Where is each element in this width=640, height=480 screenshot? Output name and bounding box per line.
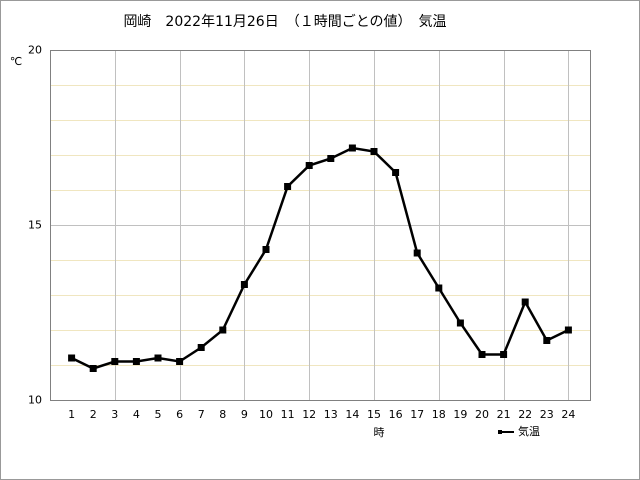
point (327, 155, 335, 162)
legend-label: 気温 (518, 424, 540, 438)
point (348, 144, 356, 152)
x-tick-label: 13 (324, 408, 338, 421)
x-tick-label: 9 (241, 408, 248, 421)
plot-frame (50, 50, 591, 401)
x-axis-label: 時 (374, 426, 385, 439)
point (284, 183, 292, 190)
x-tick-label: 5 (155, 408, 162, 421)
x-tick-label: 6 (176, 408, 183, 421)
y-tick-label: 15 (28, 219, 42, 232)
x-tick-label: 10 (259, 408, 273, 421)
x-tick-label: 22 (518, 408, 532, 421)
point (68, 354, 76, 362)
x-tick-label: 15 (367, 408, 381, 421)
point (111, 358, 119, 365)
point (132, 358, 140, 365)
point (370, 148, 378, 155)
x-tick-label: 11 (281, 408, 295, 421)
x-tick-label: 12 (302, 408, 316, 421)
x-tick-label: 14 (345, 408, 359, 421)
point (413, 249, 421, 257)
point (521, 298, 529, 306)
y-tick-label: 10 (28, 394, 42, 407)
y-axis-label: ℃ (10, 55, 22, 68)
point (435, 284, 443, 292)
x-tick-label: 4 (133, 408, 140, 421)
point (154, 354, 162, 362)
x-tick-label: 16 (389, 408, 403, 421)
x-tick-label: 3 (111, 408, 118, 421)
point (478, 351, 486, 358)
line (71, 146, 569, 370)
x-tick-label: 2 (90, 408, 97, 421)
x-tick-label: 8 (219, 408, 226, 421)
point (176, 358, 184, 365)
point (564, 326, 572, 334)
y-tick-label: 20 (28, 44, 42, 57)
legend-marker (498, 430, 502, 434)
point (197, 344, 205, 351)
x-tick-label: 19 (453, 408, 467, 421)
point (219, 326, 227, 334)
x-tick-label: 1 (68, 408, 75, 421)
x-tick-label: 20 (475, 408, 489, 421)
x-tick-label: 23 (540, 408, 554, 421)
point (240, 281, 248, 288)
x-tick-label: 21 (497, 408, 511, 421)
point (500, 351, 508, 358)
x-tick-label: 24 (561, 408, 575, 421)
x-tick-label: 18 (432, 408, 446, 421)
chart-title: 岡崎 2022年11月26日 （１時間ごとの値） 気温 (123, 14, 446, 30)
x-tick-label: 7 (198, 408, 205, 421)
point (305, 162, 313, 169)
point (89, 365, 97, 372)
x-tick-label: 17 (410, 408, 424, 421)
point (543, 337, 551, 344)
point (392, 169, 400, 176)
point (262, 246, 270, 253)
point (456, 319, 464, 327)
